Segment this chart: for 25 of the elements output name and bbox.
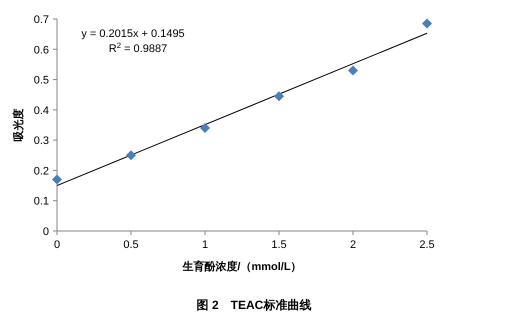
point (126, 150, 136, 160)
y-tick-label: 0.6 (34, 44, 49, 56)
y-tick-label: 0.1 (34, 196, 49, 208)
y-tick-label: 0 (42, 226, 49, 238)
y-tick-label: 0.7 (34, 14, 49, 26)
x-tick-label: 2.5 (419, 239, 435, 251)
point (422, 18, 432, 29)
annotation: y = 0.2015x + 0.1495 (81, 28, 185, 40)
y-tick-label: 0.3 (34, 135, 49, 148)
x-axis-title: 生育酚浓度/（mmol/L） (181, 260, 302, 273)
x-tick-label: 1.5 (271, 239, 287, 251)
point (52, 174, 62, 185)
text: 图 2 TEAC标准曲线 (196, 298, 312, 312)
y-axis-title: 吸光度 (12, 108, 25, 142)
x-tick-label: 2 (350, 239, 356, 251)
x-tick-label: 1 (202, 239, 208, 251)
y-tick-label: 0.5 (34, 74, 49, 87)
y-tick-label: 0.2 (34, 165, 49, 178)
y-tick-label: 0.4 (34, 104, 49, 117)
point (274, 91, 284, 102)
x-tick-label: 0 (54, 239, 60, 251)
point (200, 123, 210, 134)
point (348, 65, 358, 76)
x-tick-label: 0.5 (123, 239, 139, 251)
annotation: R$^{2}$ = 0.9887 (108, 40, 168, 55)
